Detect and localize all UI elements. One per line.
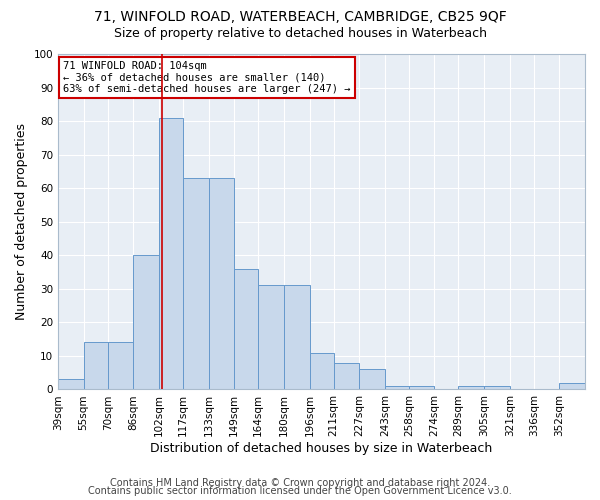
- Bar: [258, 286, 284, 390]
- Bar: [83, 342, 107, 390]
- Bar: [409, 386, 434, 390]
- Bar: [58, 380, 83, 390]
- Text: 71, WINFOLD ROAD, WATERBEACH, CAMBRIDGE, CB25 9QF: 71, WINFOLD ROAD, WATERBEACH, CAMBRIDGE,…: [94, 10, 506, 24]
- Bar: [359, 370, 385, 390]
- Bar: [107, 342, 133, 390]
- Bar: [385, 386, 409, 390]
- Text: Size of property relative to detached houses in Waterbeach: Size of property relative to detached ho…: [113, 28, 487, 40]
- Text: Contains HM Land Registry data © Crown copyright and database right 2024.: Contains HM Land Registry data © Crown c…: [110, 478, 490, 488]
- Y-axis label: Number of detached properties: Number of detached properties: [15, 123, 28, 320]
- Bar: [310, 352, 334, 390]
- Bar: [458, 386, 484, 390]
- Bar: [133, 256, 159, 390]
- Bar: [484, 386, 510, 390]
- Text: Contains public sector information licensed under the Open Government Licence v3: Contains public sector information licen…: [88, 486, 512, 496]
- Bar: [159, 118, 183, 390]
- Bar: [234, 268, 258, 390]
- Bar: [559, 382, 585, 390]
- Text: 71 WINFOLD ROAD: 104sqm
← 36% of detached houses are smaller (140)
63% of semi-d: 71 WINFOLD ROAD: 104sqm ← 36% of detache…: [64, 60, 351, 94]
- Bar: [183, 178, 209, 390]
- Bar: [334, 362, 359, 390]
- X-axis label: Distribution of detached houses by size in Waterbeach: Distribution of detached houses by size …: [151, 442, 493, 455]
- Bar: [209, 178, 234, 390]
- Bar: [284, 286, 310, 390]
